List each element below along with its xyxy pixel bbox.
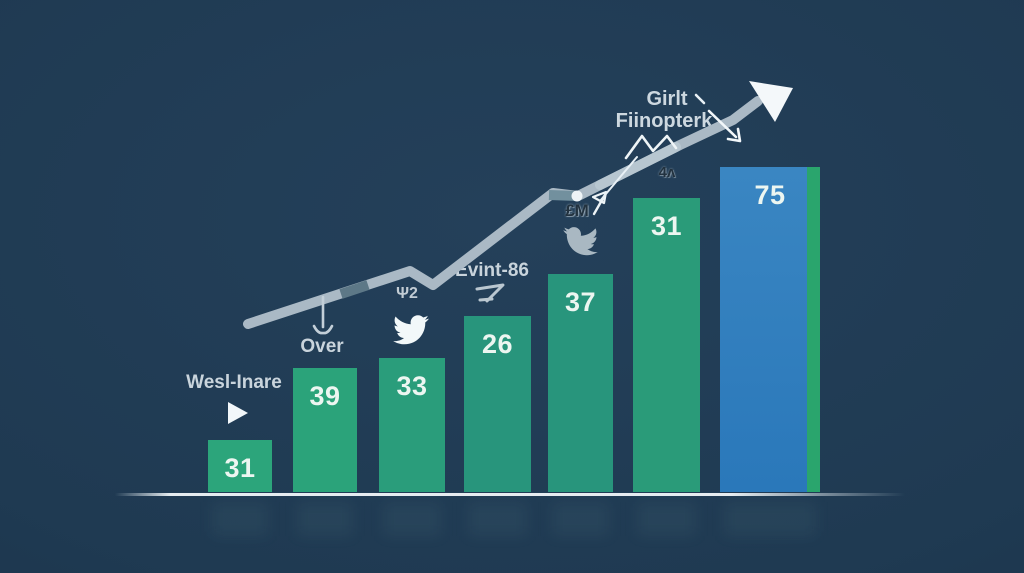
bar: 31 [208, 440, 272, 492]
bar: 26 [464, 316, 531, 492]
cart-icon [475, 283, 505, 303]
annotation-label-girlt-line1: Girlt [646, 88, 688, 110]
bar-value-label: 26 [481, 329, 514, 359]
bar-value-label: 31 [650, 211, 683, 241]
trend-line-dark-segment [548, 190, 579, 201]
bar: 39 [293, 368, 357, 492]
axis-baseline [115, 493, 905, 496]
annotation-label-evint: Evint-86 [455, 260, 529, 281]
bar: 37 [548, 274, 613, 492]
down-arrow-icon [312, 295, 334, 335]
trend-line-dark-segment [339, 280, 370, 299]
bar-value-label: 31 [224, 453, 256, 483]
annotation-label-4x: 4ʌ [658, 164, 676, 181]
twitter-bird-icon [393, 315, 429, 345]
annotation-connector-line [599, 156, 638, 202]
bar-accent-strip [807, 167, 820, 492]
annotation-label-girlt-line2: Fiinopterk [615, 110, 713, 132]
bar-value-label: 33 [396, 371, 428, 401]
play-icon [228, 402, 248, 424]
zigzag-line [624, 134, 678, 160]
bar-value-label: 37 [564, 287, 597, 317]
bar-value-label: 75 [754, 180, 786, 210]
bar: 31 [633, 198, 700, 492]
annotation-label-psi: Ψ2 [396, 285, 418, 302]
bar: 33 [379, 358, 445, 492]
annotation-label-over: Over [300, 336, 344, 357]
line-dot [571, 190, 583, 202]
bar-value-label: 39 [309, 381, 341, 411]
tick-mark-icon [694, 93, 706, 105]
dove-icon [563, 227, 598, 256]
trend-arrowhead-icon [749, 81, 793, 122]
annotation-arrow-icon [707, 109, 742, 143]
pennant-flag-icon [591, 190, 608, 216]
annotation-label-pound: £M [565, 201, 589, 220]
bar: 75 [720, 167, 820, 492]
annotation-label-wesl: Wesl-Inare [186, 372, 282, 393]
